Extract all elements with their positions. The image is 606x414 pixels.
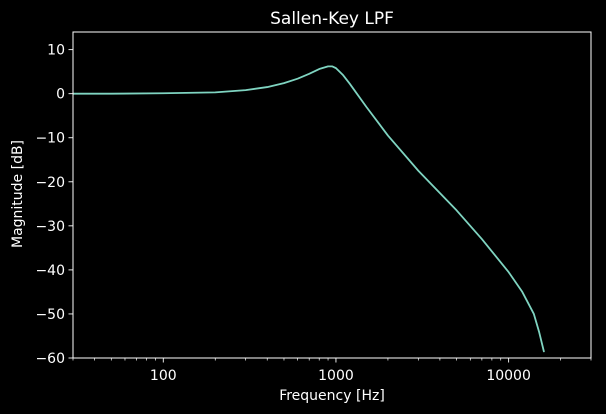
- y-tick-label: −40: [35, 263, 65, 279]
- y-axis-label: Magnitude [dB]: [10, 140, 26, 248]
- y-tick-label: −20: [35, 175, 65, 191]
- x-tick-label: 10000: [486, 368, 531, 384]
- x-tick-label: 1000: [318, 368, 354, 384]
- y-tick-label: −60: [35, 351, 65, 367]
- y-tick-label: 0: [56, 87, 65, 103]
- y-tick-label: 10: [47, 43, 65, 59]
- x-axis-label: Frequency [Hz]: [279, 388, 385, 404]
- y-tick-label: −30: [35, 219, 65, 235]
- chart-title: Sallen-Key LPF: [270, 9, 394, 29]
- plot-frame: [72, 31, 592, 359]
- y-tick-label: −10: [35, 131, 65, 147]
- y-tick-label: −50: [35, 307, 65, 323]
- series-line: [73, 65, 545, 353]
- x-tick-label: 100: [150, 368, 177, 384]
